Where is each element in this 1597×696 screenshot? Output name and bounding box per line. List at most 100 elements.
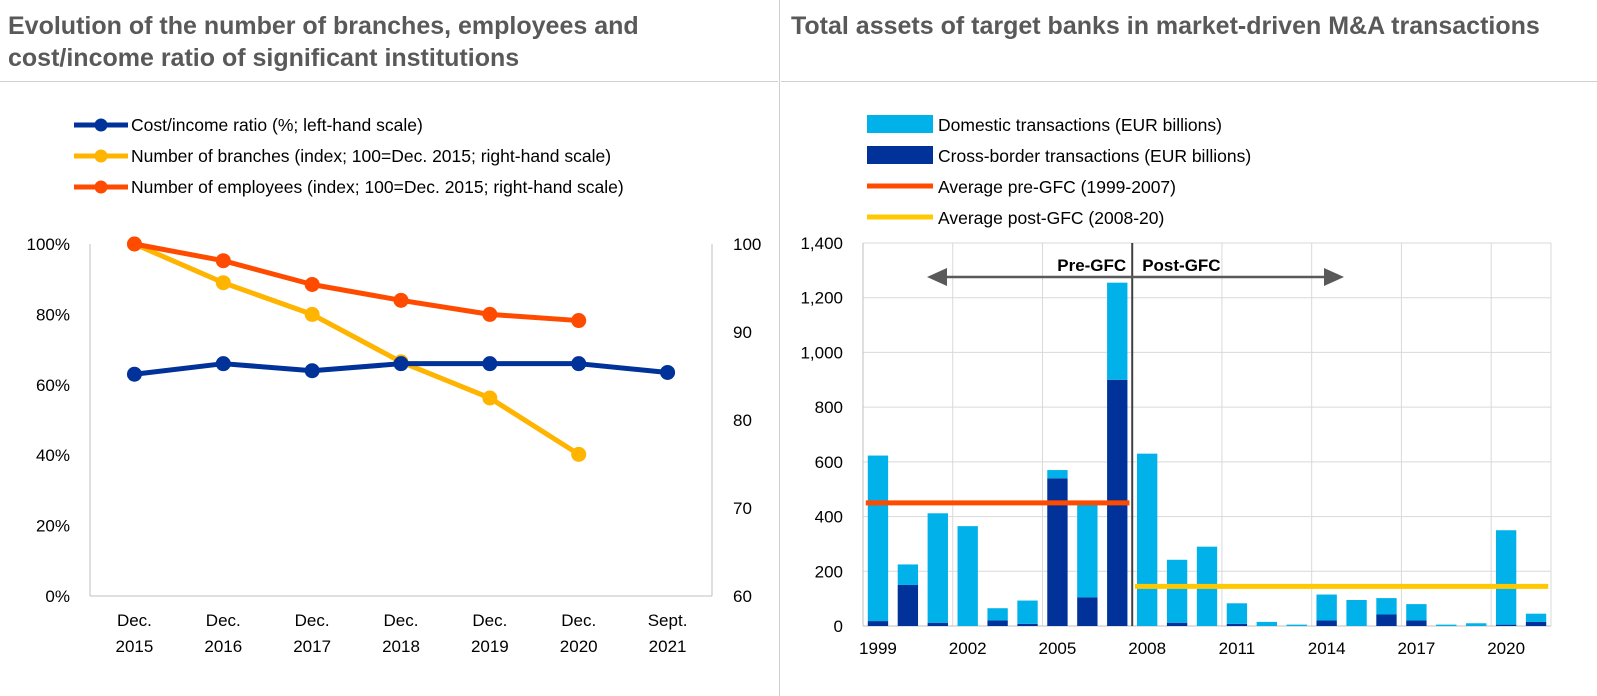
- bar-domestic-2020: [1495, 530, 1517, 625]
- bar-cross-border-2009: [1166, 622, 1188, 626]
- left-chart-title: Evolution of the number of branches, emp…: [8, 12, 639, 72]
- bar-domestic-2002: [957, 526, 978, 626]
- gfc-arrow-right-head: [1324, 268, 1344, 286]
- bar-domestic-2003: [987, 608, 1008, 621]
- bar-domestic-2018: [1436, 624, 1457, 626]
- series-point-0: [571, 356, 587, 372]
- legend-marker-0: [94, 118, 108, 132]
- legend-label-2: Number of employees (index; 100=Dec. 201…: [131, 177, 624, 197]
- x-tick-label: 2008: [1128, 639, 1166, 658]
- bar-domestic-2014: [1316, 594, 1337, 621]
- series-point-2: [571, 313, 587, 329]
- bar-domestic-2016: [1376, 598, 1397, 615]
- right-chart-panel: Total assets of target banks in market-d…: [781, 0, 1597, 696]
- right-y-tick-label: 60: [733, 587, 752, 606]
- right-y-tick-label: 90: [733, 323, 752, 342]
- x-tick-label: Sept.: [648, 611, 688, 630]
- legend-label-1: Number of branches (index; 100=Dec. 2015…: [131, 146, 611, 166]
- series-point-2: [215, 253, 231, 269]
- post-gfc-label: Post-GFC: [1142, 256, 1220, 275]
- bar-cross-border-2003: [987, 620, 1008, 626]
- bar-cross-border-2020: [1495, 624, 1517, 626]
- bar-cross-border-2021: [1525, 621, 1547, 626]
- bar-domestic-2012: [1256, 621, 1277, 626]
- bar-cross-border-2006: [1077, 597, 1098, 626]
- right-y-tick-label: 100: [733, 235, 761, 254]
- x-tick-label: Dec.: [472, 611, 507, 630]
- left-y-tick-label: 80%: [36, 305, 70, 324]
- series-point-2: [393, 292, 409, 308]
- series-point-2: [126, 236, 142, 252]
- right-y-tick-label: 80: [733, 411, 752, 430]
- bar-domestic-2000: [897, 564, 919, 585]
- bar-domestic-1999: [867, 455, 889, 622]
- right-y-tick-label: 70: [733, 499, 752, 518]
- bar-cross-border-1999: [867, 621, 889, 626]
- right-title-rule: [781, 81, 1597, 82]
- legend-marker-1: [94, 149, 108, 163]
- y-tick-label: 1,400: [800, 234, 843, 253]
- x-tick-label: Dec.: [561, 611, 596, 630]
- bar-domestic-2007: [1107, 282, 1128, 380]
- bar-domestic-2021: [1525, 613, 1547, 622]
- series-point-2: [304, 276, 320, 292]
- bar-cross-border-2011: [1226, 623, 1248, 626]
- x-tick-label: Dec.: [206, 611, 241, 630]
- right-bar-chart: Domestic transactions (EUR billions) Cros…: [800, 115, 1552, 658]
- legend-label-1: Cross-border transactions (EUR billions): [938, 146, 1251, 166]
- legend-marker-2: [94, 180, 108, 194]
- x-tick-label: 2005: [1039, 639, 1077, 658]
- series-point-0: [393, 356, 409, 372]
- x-tick-label: 2019: [471, 637, 509, 656]
- bar-domestic-2001: [927, 513, 948, 623]
- bar-domestic-2015: [1346, 600, 1367, 626]
- x-tick-label: Dec.: [117, 611, 152, 630]
- y-tick-label: 1,000: [800, 343, 843, 362]
- y-tick-label: 0: [834, 617, 843, 636]
- x-tick-label: 2002: [949, 639, 987, 658]
- bar-domestic-2005: [1047, 470, 1068, 479]
- bar-domestic-2004: [1017, 600, 1038, 624]
- bar-domestic-2006: [1077, 501, 1098, 598]
- series-point-1: [571, 446, 587, 462]
- x-tick-label: Dec.: [295, 611, 330, 630]
- bar-cross-border-2005: [1047, 478, 1068, 626]
- x-tick-label: 2017: [1397, 639, 1435, 658]
- x-tick-label: 2018: [382, 637, 420, 656]
- bar-domestic-2019: [1466, 623, 1487, 626]
- series-line-2: [133, 241, 579, 324]
- x-tick-label: 1999: [859, 639, 897, 658]
- left-chart-panel: Evolution of the number of branches, emp…: [0, 0, 778, 696]
- y-tick-label: 200: [815, 562, 843, 581]
- x-tick-label: 2021: [649, 637, 687, 656]
- bar-cross-border-2016: [1376, 614, 1397, 626]
- panel-divider: [779, 0, 780, 696]
- series-point-1: [304, 306, 320, 322]
- left-title-rule: [0, 81, 778, 82]
- gfc-arrow-left-head: [927, 268, 947, 286]
- x-tick-label: 2020: [560, 637, 598, 656]
- x-tick-label: 2015: [116, 637, 154, 656]
- legend-label-0: Cost/income ratio (%; left-hand scale): [131, 115, 423, 135]
- series-point-0: [660, 364, 676, 380]
- left-y-tick-label: 100%: [27, 235, 70, 254]
- y-tick-label: 800: [815, 398, 843, 417]
- series-point-1: [215, 275, 231, 291]
- series-point-0: [126, 366, 142, 382]
- left-y-tick-label: 0%: [45, 587, 70, 606]
- bar-domestic-2009: [1166, 559, 1188, 623]
- bar-domestic-2011: [1226, 603, 1248, 624]
- bar-cross-border-2017: [1406, 620, 1427, 626]
- left-y-tick-label: 60%: [36, 376, 70, 395]
- pre-gfc-label: Pre-GFC: [1057, 256, 1126, 275]
- bar-domestic-2017: [1406, 604, 1427, 621]
- series-point-0: [215, 356, 231, 372]
- left-line-chart: Cost/income ratio (%; left-hand scale) Nu…: [27, 115, 762, 656]
- x-tick-label: 2011: [1219, 639, 1256, 658]
- bar-cross-border-2001: [927, 622, 948, 626]
- series-point-1: [482, 390, 498, 406]
- legend-avg-label-1: Average post-GFC (2008-20): [938, 208, 1164, 228]
- left-y-tick-label: 40%: [36, 446, 70, 465]
- right-chart-title: Total assets of target banks in market-d…: [791, 12, 1540, 40]
- series-line-1: [133, 241, 581, 457]
